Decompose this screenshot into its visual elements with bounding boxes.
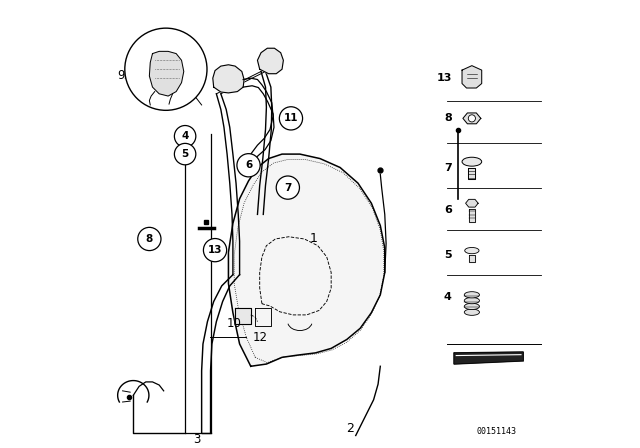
- Circle shape: [237, 154, 260, 177]
- Text: 11: 11: [284, 113, 298, 123]
- Circle shape: [125, 28, 207, 110]
- Text: 8: 8: [444, 113, 452, 123]
- Text: 4: 4: [181, 131, 189, 141]
- Circle shape: [174, 143, 196, 165]
- Text: 3: 3: [193, 434, 201, 447]
- Polygon shape: [462, 66, 482, 88]
- Text: 8: 8: [146, 234, 153, 244]
- Polygon shape: [235, 308, 251, 324]
- Circle shape: [276, 176, 300, 199]
- Text: 00151143: 00151143: [476, 426, 516, 435]
- Text: 6: 6: [444, 205, 452, 215]
- Text: 1: 1: [309, 233, 317, 246]
- Text: 13: 13: [436, 73, 452, 83]
- Text: 12: 12: [253, 331, 268, 344]
- Text: 13: 13: [208, 245, 222, 255]
- Ellipse shape: [464, 303, 479, 310]
- Ellipse shape: [463, 116, 481, 121]
- Ellipse shape: [464, 309, 479, 315]
- Circle shape: [204, 238, 227, 262]
- Text: 9: 9: [117, 69, 124, 82]
- Ellipse shape: [462, 157, 482, 166]
- Circle shape: [174, 125, 196, 147]
- Circle shape: [468, 115, 476, 122]
- Text: 4: 4: [444, 292, 452, 302]
- Polygon shape: [468, 168, 476, 179]
- Polygon shape: [212, 65, 244, 93]
- Polygon shape: [149, 52, 184, 96]
- Text: 2: 2: [346, 422, 355, 435]
- Polygon shape: [257, 48, 284, 74]
- Text: 7: 7: [284, 183, 292, 193]
- Circle shape: [279, 107, 303, 130]
- Polygon shape: [454, 352, 524, 364]
- Polygon shape: [228, 154, 385, 366]
- Polygon shape: [469, 209, 474, 222]
- Ellipse shape: [465, 247, 479, 254]
- Text: 5: 5: [182, 149, 189, 159]
- Polygon shape: [463, 113, 481, 124]
- Ellipse shape: [464, 297, 479, 304]
- Text: 10: 10: [227, 317, 242, 330]
- Circle shape: [138, 227, 161, 250]
- Polygon shape: [469, 254, 474, 262]
- Polygon shape: [466, 199, 478, 207]
- Text: 5: 5: [444, 250, 452, 259]
- Text: 7: 7: [444, 163, 452, 172]
- Ellipse shape: [464, 292, 479, 298]
- Text: 6: 6: [245, 160, 252, 170]
